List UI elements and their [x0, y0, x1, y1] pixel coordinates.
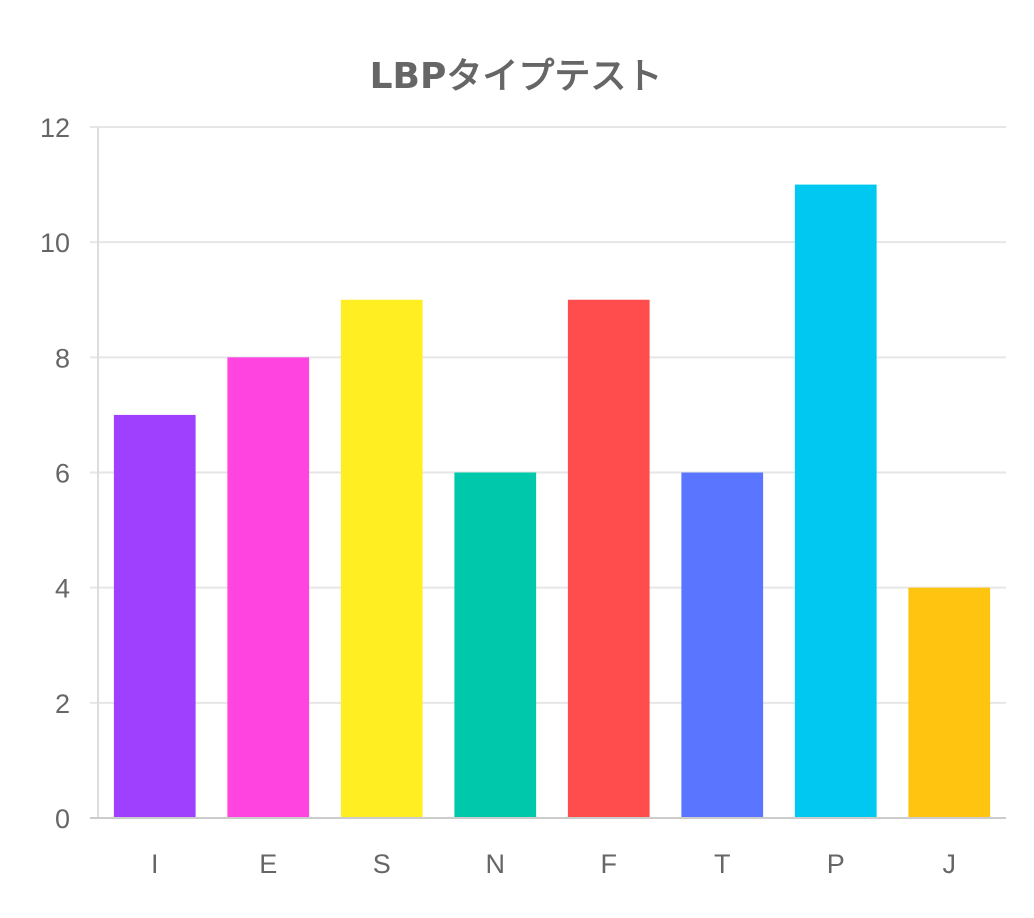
y-tick-label: 4	[55, 574, 70, 604]
bar-T	[681, 472, 764, 818]
bar-N	[454, 472, 537, 818]
bar-P	[794, 184, 877, 819]
bars	[113, 184, 991, 819]
x-tick-label: J	[943, 849, 957, 879]
bar-I	[113, 414, 196, 818]
x-tick-label: T	[714, 849, 731, 879]
y-axis-ticks: 0 2 4 6 8 10 12	[40, 113, 70, 834]
y-tick-label: 10	[40, 228, 70, 258]
y-tick-label: 2	[55, 689, 70, 719]
bar-S	[340, 299, 423, 818]
x-tick-label: I	[151, 849, 159, 879]
y-tick-label: 8	[55, 343, 70, 373]
x-tick-label: F	[601, 849, 618, 879]
bar-J	[908, 587, 991, 818]
y-tick-label: 0	[55, 804, 70, 834]
bar-F	[567, 299, 650, 818]
x-tick-label: E	[259, 849, 277, 879]
x-tick-label: S	[373, 849, 391, 879]
chart-title: LBPタイプテスト	[370, 56, 663, 97]
x-tick-label: P	[827, 849, 845, 879]
y-tick-label: 12	[40, 113, 70, 143]
bar-E	[227, 357, 310, 818]
x-tick-label: N	[486, 849, 506, 879]
y-tick-label: 6	[55, 459, 70, 489]
